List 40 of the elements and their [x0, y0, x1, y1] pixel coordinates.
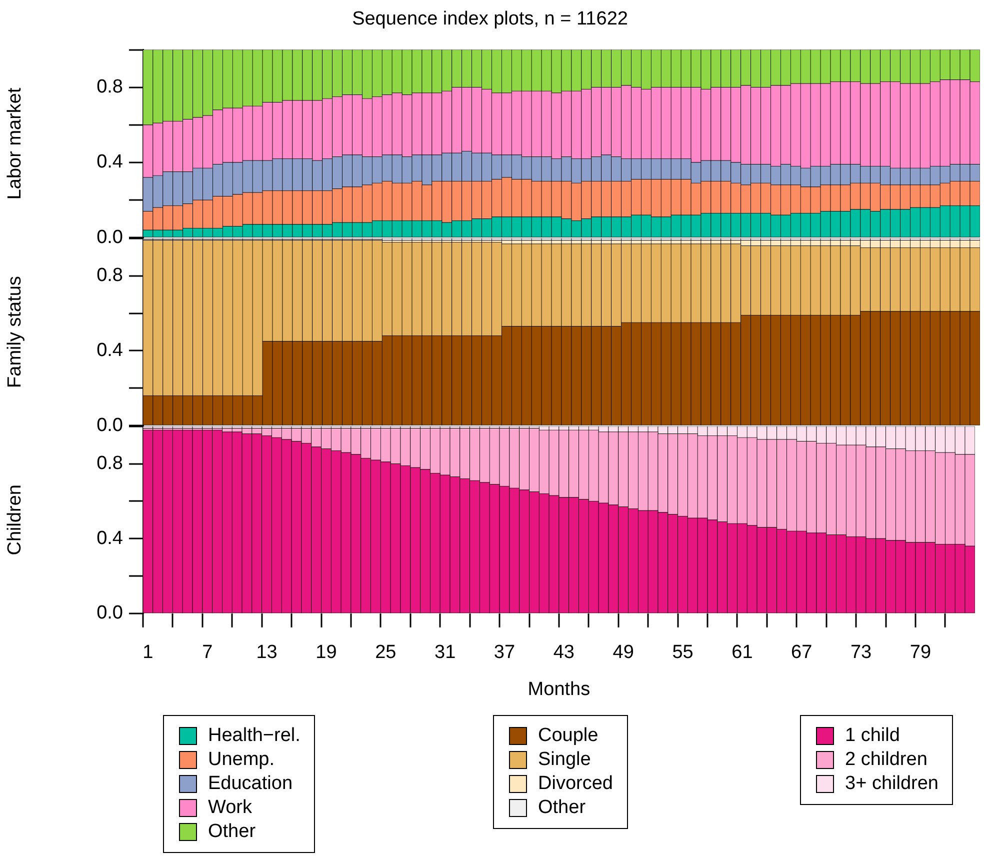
- legend-label: Divorced: [538, 772, 613, 796]
- x-tick-label: 55: [672, 642, 694, 664]
- x-tick-label: 19: [316, 642, 337, 664]
- x-tick-label: 37: [494, 642, 516, 664]
- legend-label: 1 child: [845, 724, 900, 748]
- legend-label: 2 children: [845, 748, 928, 772]
- x-tick-label: 49: [612, 642, 634, 664]
- legend-label: Other: [208, 820, 256, 844]
- x-tick-label: 7: [202, 642, 213, 664]
- x-tick-label: 43: [553, 642, 574, 664]
- x-tick-label: 13: [256, 642, 278, 664]
- legend-label: Couple: [538, 724, 598, 748]
- y-tick-label: 0.4: [96, 152, 124, 173]
- y-tick-label: 0.4: [96, 340, 124, 361]
- y-tick-label: 0.0: [96, 602, 123, 624]
- legend-label: Unemp.: [208, 748, 275, 772]
- x-tick-label: 73: [850, 642, 872, 664]
- x-tick-label: 79: [910, 642, 932, 664]
- chart-title: Sequence index plots, n = 11622: [352, 8, 628, 30]
- x-tick-label: 1: [142, 642, 154, 664]
- x-tick-label: 25: [375, 642, 396, 664]
- y-tick-label: 0.0: [96, 414, 123, 436]
- y-axis-title: Labor market: [4, 87, 26, 200]
- x-tick-label: 31: [434, 642, 456, 664]
- y-tick-label: 0.8: [96, 76, 123, 98]
- legend-label: 3+ children: [845, 772, 938, 796]
- x-tick-label: 67: [791, 642, 812, 664]
- y-tick-label: 0.0: [96, 226, 123, 248]
- legend-label: Education: [208, 772, 293, 796]
- y-axis-title: Family status: [4, 276, 26, 388]
- legend-label: Work: [208, 796, 252, 820]
- y-tick-label: 0.8: [96, 265, 123, 286]
- legend-label: Health−rel.: [208, 724, 300, 748]
- legend-label: Single: [538, 748, 591, 772]
- y-axis-title: Children: [4, 484, 26, 556]
- y-tick-label: 0.4: [96, 528, 124, 549]
- x-tick-label: 61: [732, 642, 753, 664]
- x-axis-title: Months: [528, 678, 590, 700]
- legend-label: Other: [538, 796, 586, 820]
- y-tick-label: 0.8: [96, 453, 123, 474]
